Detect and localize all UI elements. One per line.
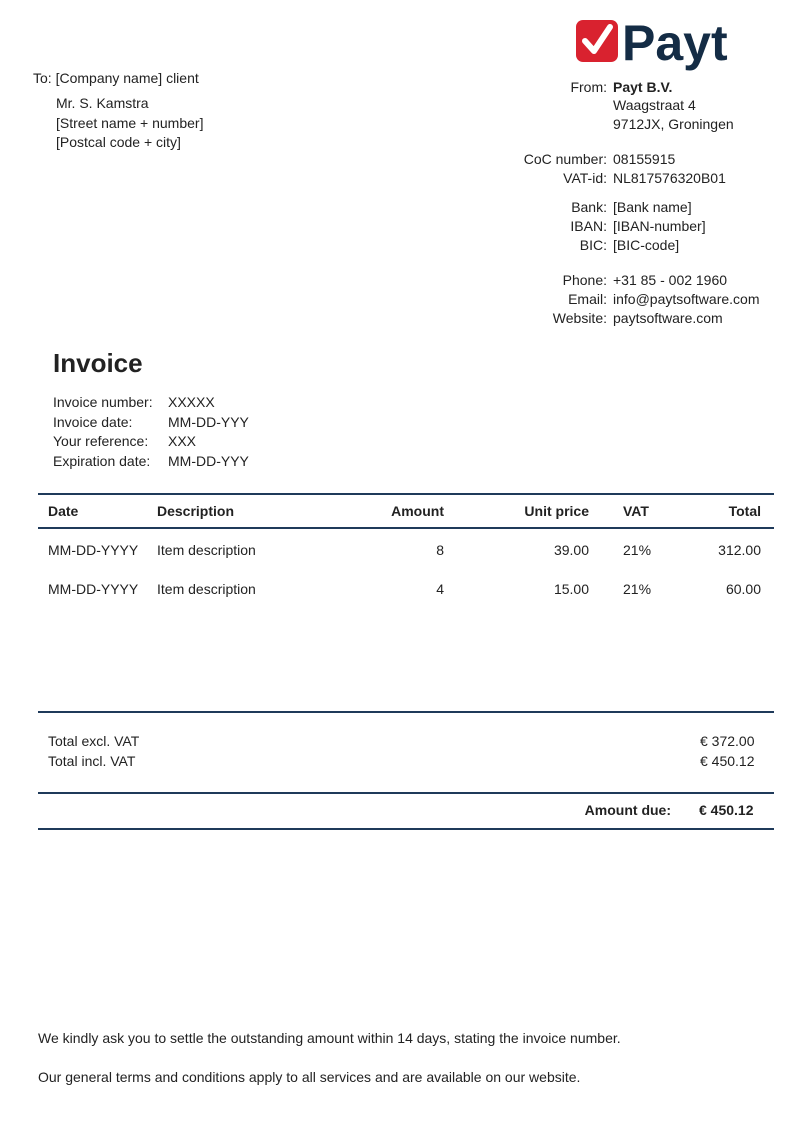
company-info-value: [IBAN-number]: [613, 218, 706, 234]
column-header: Date: [48, 503, 79, 519]
page-title: Invoice: [53, 348, 143, 378]
invoice-detail-label: Expiration date:: [53, 452, 151, 469]
to-line: [Postcal code + city]: [56, 134, 181, 150]
table-cell: MM-DD-YYYY: [48, 581, 139, 597]
company-info-value: paytsoftware.com: [613, 310, 723, 326]
table-cell: 60.00: [725, 581, 761, 597]
table-header-divider: [38, 527, 774, 529]
invoice-detail-label: Your reference:: [53, 433, 149, 449]
table-cell: 39.00: [553, 542, 589, 558]
total-excl-label: Total excl. VAT: [48, 733, 140, 749]
amount-due-value: € 450.12: [699, 802, 754, 818]
table-cell: 8: [436, 542, 444, 558]
column-header: Description: [157, 503, 235, 519]
to-line: [Street name + number]: [56, 114, 204, 131]
column-header: VAT: [623, 503, 649, 519]
invoice-detail-value: XXX: [168, 433, 197, 449]
column-header: Total: [728, 503, 761, 519]
svg-text:Payt: Payt: [622, 16, 728, 71]
invoice-detail-value: XXXXX: [168, 394, 215, 410]
from-line: Waagstraat 4: [613, 97, 696, 113]
company-info-label: VAT-id:: [563, 170, 607, 186]
company-info-label: IBAN:: [570, 218, 607, 234]
table-cell: MM-DD-YYYY: [48, 542, 139, 558]
invoice-detail-label: Invoice date:: [53, 413, 133, 430]
table-cell: 21%: [623, 542, 652, 558]
amount-due-bottom-divider: [38, 828, 774, 830]
total-incl-label: Total incl. VAT: [48, 753, 136, 769]
from-line: 9712JX, Groningen: [613, 116, 734, 132]
from-name: Payt B.V.: [613, 79, 673, 95]
table-cell: 15.00: [553, 581, 589, 597]
invoice-detail-label: Invoice number:: [53, 394, 153, 410]
to-label-line: To: [Company name] client: [33, 70, 199, 86]
company-info-value: [Bank name]: [613, 199, 692, 215]
table-cell: 4: [436, 581, 444, 597]
company-info-value: +31 85 - 002 1960: [613, 272, 728, 288]
payment-note: We kindly ask you to settle the outstand…: [38, 1030, 621, 1046]
totals-divider: [38, 711, 774, 713]
table-cell: Item description: [157, 542, 256, 558]
amount-due-divider: [38, 792, 774, 794]
table-cell: 21%: [623, 581, 652, 597]
table-cell: 312.00: [718, 542, 761, 558]
payt-logo: Payt: [576, 15, 751, 79]
company-info-label: BIC:: [579, 237, 607, 253]
company-info-label: Email:: [568, 291, 607, 307]
company-info-label: Phone:: [562, 272, 607, 288]
company-info-value: NL817576320B01: [613, 170, 726, 186]
amount-due-label: Amount due:: [584, 802, 671, 818]
company-info-label: CoC number:: [523, 151, 607, 167]
company-info-value: 08155915: [613, 151, 676, 167]
column-header: Amount: [391, 503, 444, 519]
terms-note: Our general terms and conditions apply t…: [38, 1069, 581, 1085]
from-label: From:: [570, 79, 607, 95]
total-incl-value: € 450.12: [700, 753, 755, 769]
company-info-value: info@paytsoftware.com: [613, 291, 760, 307]
column-header: Unit price: [524, 503, 589, 519]
to-label: To:: [33, 70, 52, 86]
invoice-detail-value: MM-DD-YYY: [168, 413, 249, 430]
to-address: Mr. S. Kamstra [Street name + number] [P…: [56, 94, 203, 153]
table-cell: Item description: [157, 581, 256, 597]
invoice-detail-value: MM-DD-YYY: [168, 452, 249, 469]
to-company: [Company name] client: [55, 70, 199, 86]
table-top-divider: [38, 493, 774, 495]
company-info-label: Bank:: [571, 199, 607, 215]
company-info-value: [BIC-code]: [613, 237, 680, 253]
total-excl-value: € 372.00: [700, 733, 755, 749]
company-info-label: Website:: [552, 310, 607, 326]
to-line: Mr. S. Kamstra: [56, 95, 149, 111]
